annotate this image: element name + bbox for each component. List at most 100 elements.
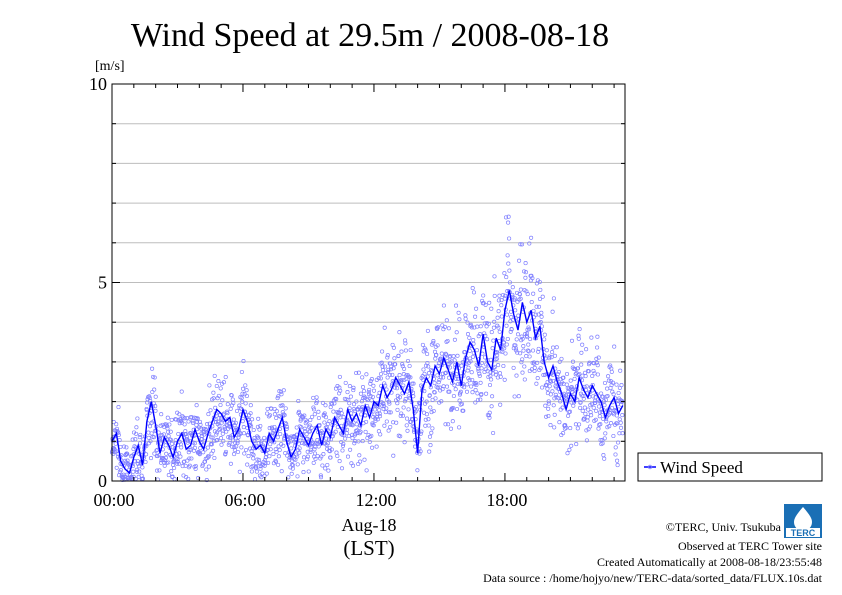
data-point — [557, 420, 562, 425]
data-point — [369, 377, 374, 382]
data-point — [184, 434, 189, 439]
data-point — [248, 403, 253, 408]
data-point — [157, 468, 162, 473]
data-point — [387, 372, 392, 378]
data-point — [172, 465, 177, 471]
data-point — [426, 371, 432, 376]
data-point — [418, 402, 423, 407]
credit-source: Data source : /home/hojyo/new/TERC-data/… — [483, 571, 823, 585]
data-point — [526, 349, 531, 354]
data-point — [122, 444, 127, 449]
data-point — [470, 286, 475, 291]
data-point — [369, 433, 374, 438]
data-point — [496, 309, 501, 314]
data-point — [316, 415, 321, 421]
data-point — [507, 268, 512, 273]
data-point — [515, 332, 521, 337]
data-point — [518, 242, 523, 247]
data-point — [450, 419, 455, 424]
data-point — [384, 419, 389, 424]
data-point — [366, 389, 371, 395]
data-point — [520, 336, 525, 341]
data-point — [295, 462, 300, 467]
data-point — [304, 419, 309, 424]
data-point — [516, 394, 521, 399]
data-point — [346, 433, 351, 439]
data-point — [174, 456, 179, 461]
data-point — [209, 435, 214, 440]
data-point — [388, 410, 393, 415]
data-point — [225, 411, 230, 416]
data-point — [407, 363, 412, 369]
data-point — [507, 236, 512, 241]
data-point — [423, 347, 428, 352]
data-point — [310, 414, 315, 419]
data-point — [130, 437, 135, 442]
data-point — [530, 276, 535, 281]
data-point — [489, 330, 494, 335]
data-point — [261, 443, 266, 448]
data-point — [522, 377, 527, 382]
data-point — [329, 402, 335, 407]
data-point — [620, 413, 625, 418]
data-point — [350, 423, 355, 428]
data-point — [403, 397, 408, 402]
data-point — [402, 377, 407, 382]
data-point — [560, 405, 565, 410]
data-point — [350, 436, 355, 441]
data-point — [197, 452, 202, 457]
data-point — [358, 391, 363, 396]
data-point — [453, 303, 459, 308]
data-point — [266, 414, 271, 419]
data-point — [594, 356, 599, 361]
data-point — [612, 344, 617, 349]
data-point — [510, 285, 515, 290]
data-point — [591, 405, 596, 410]
data-point — [216, 416, 221, 421]
data-point — [535, 360, 540, 365]
data-point — [297, 446, 302, 451]
data-point — [296, 398, 301, 404]
data-point — [486, 374, 491, 380]
data-point — [338, 407, 343, 412]
data-point — [514, 348, 519, 353]
data-point — [468, 359, 473, 364]
data-point — [570, 389, 575, 395]
data-point — [479, 366, 484, 371]
data-point — [320, 400, 325, 405]
data-point — [322, 420, 327, 425]
data-point — [323, 415, 329, 420]
data-point — [395, 407, 400, 412]
data-point — [284, 422, 289, 427]
data-point — [475, 391, 480, 396]
data-point — [362, 395, 367, 400]
data-point — [224, 429, 229, 434]
data-point — [444, 318, 449, 323]
data-point — [257, 427, 262, 432]
data-point — [134, 431, 139, 436]
data-point — [428, 443, 433, 448]
data-point — [187, 456, 192, 461]
data-point — [302, 413, 307, 418]
data-point — [399, 377, 404, 382]
data-point — [367, 439, 372, 444]
data-point — [568, 426, 573, 431]
data-point — [324, 436, 329, 441]
data-point — [281, 443, 286, 448]
data-point — [436, 361, 441, 366]
data-point — [162, 458, 167, 463]
data-point — [299, 425, 304, 430]
data-point — [575, 366, 581, 371]
data-point — [150, 366, 155, 371]
data-point — [550, 309, 555, 314]
data-point — [250, 417, 255, 422]
data-point — [477, 373, 482, 378]
data-point — [584, 347, 589, 352]
data-point — [425, 351, 430, 357]
data-point — [561, 375, 566, 380]
data-point — [240, 391, 245, 396]
data-point — [559, 356, 564, 361]
data-point — [444, 339, 449, 344]
series-line — [111, 290, 624, 475]
